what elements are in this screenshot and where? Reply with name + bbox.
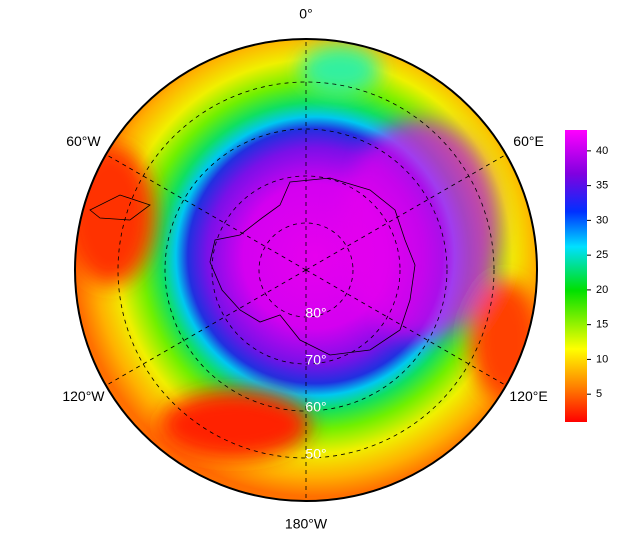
meridian-label: 120°W	[62, 388, 105, 404]
meridian-label: 60°E	[513, 133, 544, 149]
parallel-label: 70°	[305, 352, 326, 368]
map-border	[74, 38, 538, 502]
colorbar-tick-label: 10	[596, 353, 608, 365]
colorbar-tick-label: 30	[596, 214, 608, 226]
meridian	[105, 269, 307, 386]
parallel-label: 50°	[305, 446, 326, 462]
colorbar-tick-label: 35	[596, 180, 608, 192]
coastline	[209, 177, 416, 356]
colorbar-scale	[565, 130, 587, 422]
colorbar-tick-label: 40	[596, 145, 608, 157]
parallel	[211, 175, 401, 365]
coastline	[89, 194, 151, 221]
parallel	[258, 222, 354, 318]
parallel	[164, 128, 448, 412]
colorbar-tick-label: 15	[596, 319, 608, 331]
meridian	[305, 269, 507, 386]
meridian-label: 120°E	[509, 388, 547, 404]
meridian-label: 0°	[299, 6, 312, 22]
parallel	[117, 81, 495, 459]
colorbar-tick-label: 20	[596, 284, 608, 296]
meridian	[105, 154, 307, 271]
meridian-label: 180°W	[285, 516, 328, 532]
colorbar: 5 10 15 20 25 30 35 40	[565, 130, 608, 422]
meridian-label: 60°W	[66, 133, 101, 149]
parallel-label: 80°	[305, 305, 326, 321]
colorbar-tick-label: 5	[596, 388, 602, 400]
graticule	[105, 39, 507, 501]
meridian	[305, 154, 507, 271]
field	[75, 39, 537, 501]
parallel-label: 60°	[305, 399, 326, 415]
colorbar-tick-label: 25	[596, 249, 608, 261]
